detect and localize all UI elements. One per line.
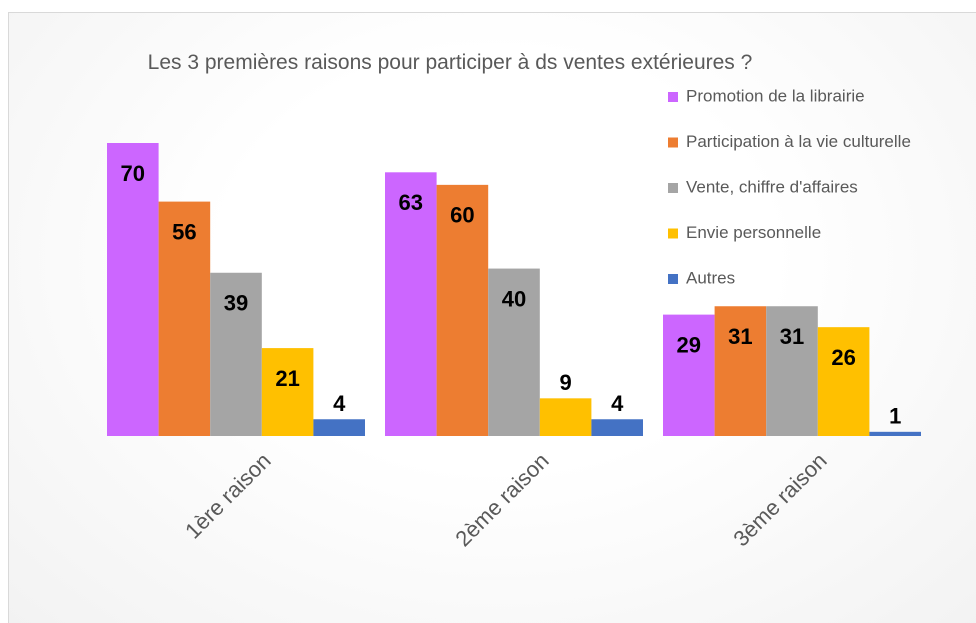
legend-swatch [668, 92, 678, 102]
data-label: 26 [831, 345, 855, 370]
data-label: 31 [780, 324, 804, 349]
legend-swatch [668, 137, 678, 148]
chart-title: Les 3 premières raisons pour participer … [147, 51, 753, 74]
bar [766, 306, 818, 436]
bar [436, 184, 489, 436]
bar [210, 272, 262, 436]
legend-swatch [668, 183, 678, 193]
bar [313, 419, 365, 436]
data-label: 70 [121, 161, 145, 186]
data-label: 1 [889, 404, 901, 429]
legend-swatch [668, 228, 678, 239]
legend-label: Autres [686, 268, 735, 287]
data-label: 31 [728, 324, 752, 349]
data-label: 56 [172, 219, 196, 244]
data-label: 29 [677, 332, 701, 357]
x-tick-label: 2ème raison [450, 448, 553, 551]
legend-label: Envie personnelle [686, 223, 821, 242]
bar [663, 314, 715, 436]
bar [107, 143, 159, 436]
legend-label: Vente, chiffre d'affaires [686, 177, 858, 196]
data-label: 9 [559, 370, 571, 395]
x-tick-label: 3ème raison [728, 448, 831, 551]
data-label: 63 [399, 190, 423, 215]
bar [488, 268, 540, 436]
bar [869, 431, 921, 436]
data-label: 40 [502, 286, 526, 311]
data-label: 60 [450, 203, 474, 228]
bar [817, 327, 870, 436]
bar [158, 201, 211, 436]
data-label: 4 [333, 391, 346, 416]
bar [539, 398, 592, 436]
bar [385, 172, 437, 437]
legend-label: Participation à la vie culturelle [686, 132, 911, 151]
bar [714, 306, 767, 436]
data-label: 21 [275, 366, 299, 391]
bar [591, 419, 643, 436]
legend-label: Promotion de la librairie [686, 86, 865, 105]
data-label: 4 [611, 391, 624, 416]
legend-swatch [668, 274, 678, 284]
data-label: 39 [224, 291, 248, 316]
x-tick-label: 1ère raison [180, 448, 276, 544]
bar [261, 348, 314, 436]
